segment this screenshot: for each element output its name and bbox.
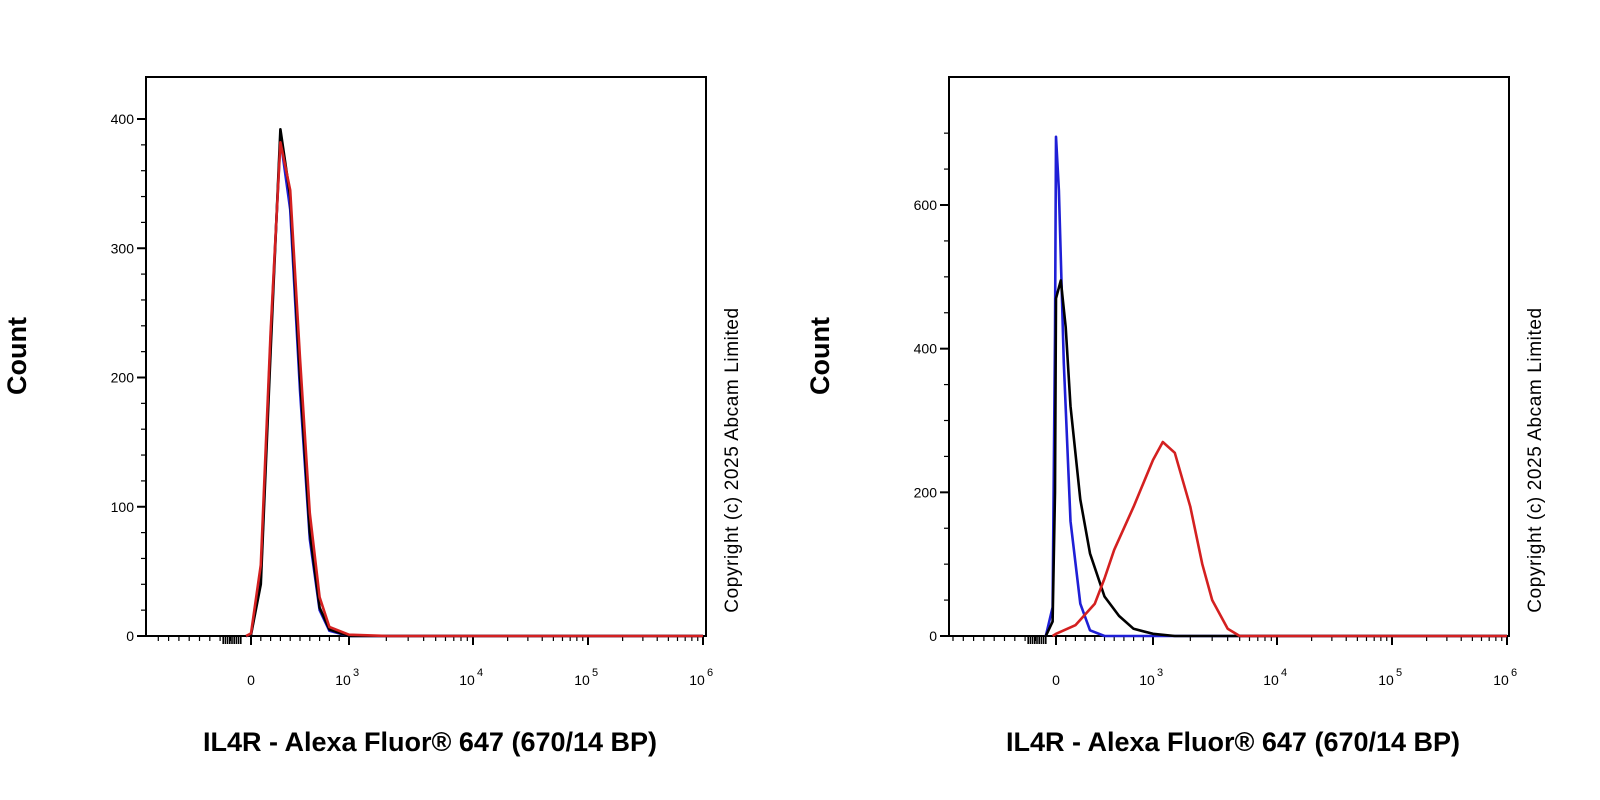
plot-frame — [145, 76, 707, 637]
y-tick-label: 300 — [111, 240, 135, 256]
x-tick-label: 10 — [335, 672, 351, 688]
x-tick-label: 10 — [689, 672, 705, 688]
x-tick-exponent: 4 — [1281, 667, 1287, 679]
plot-frame — [948, 76, 1510, 637]
series-line-2 — [1044, 279, 1507, 638]
copyright-text: Copyright (c) 2025 Abcam Limited — [722, 307, 743, 612]
y-tick-label: 100 — [111, 499, 135, 515]
x-tick-exponent: 6 — [1511, 667, 1517, 679]
series-line-3 — [245, 141, 703, 638]
y-axis-title: Count — [805, 317, 835, 395]
y-tick-label: 400 — [111, 111, 135, 127]
x-tick-label: 0 — [247, 672, 255, 688]
series-line-3 — [1051, 440, 1507, 638]
copyright-text: Copyright (c) 2025 Abcam Limited — [1525, 307, 1546, 612]
x-axis-title: IL4R - Alexa Fluor® 647 (670/14 BP) — [203, 727, 657, 757]
y-tick-label: 0 — [929, 628, 937, 644]
x-axis-title: IL4R - Alexa Fluor® 647 (670/14 BP) — [1006, 727, 1460, 757]
x-tick-label: 10 — [574, 672, 590, 688]
x-tick-label: 10 — [1263, 672, 1279, 688]
y-tick-label: 400 — [914, 341, 938, 357]
x-tick-label: 10 — [459, 672, 475, 688]
x-tick-label: 0 — [1052, 672, 1060, 688]
x-tick-label: 10 — [1378, 672, 1394, 688]
y-axis-title: Count — [2, 317, 32, 395]
x-tick-exponent: 4 — [477, 667, 483, 679]
x-tick-exponent: 6 — [707, 667, 713, 679]
y-tick-label: 200 — [914, 484, 938, 500]
y-tick-label: 200 — [111, 370, 135, 386]
x-tick-label: 10 — [1493, 672, 1509, 688]
y-tick-label: 600 — [914, 197, 938, 213]
y-tick-label: 0 — [126, 628, 134, 644]
x-tick-exponent: 5 — [592, 667, 598, 679]
x-tick-exponent: 3 — [353, 667, 359, 679]
x-tick-label: 10 — [1139, 672, 1155, 688]
x-tick-exponent: 3 — [1157, 667, 1163, 679]
x-tick-exponent: 5 — [1396, 667, 1402, 679]
series-line-1 — [1044, 135, 1507, 638]
